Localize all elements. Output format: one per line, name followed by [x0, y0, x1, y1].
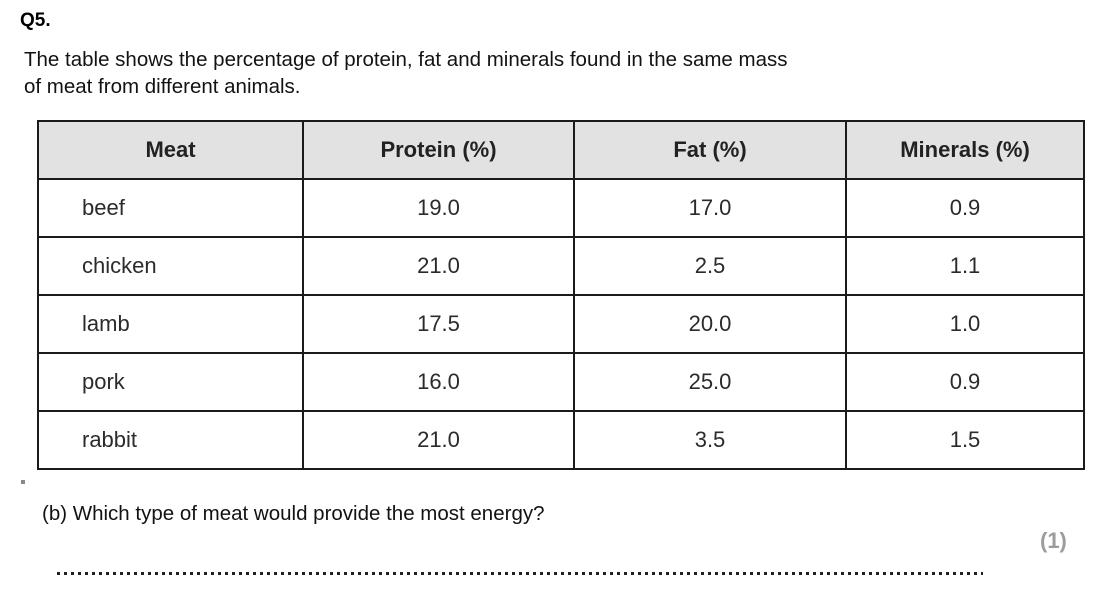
cell-protein: 21.0: [302, 236, 575, 296]
table-row: rabbit 21.0 3.5 1.5: [37, 410, 1085, 470]
cell-minerals: 0.9: [845, 178, 1085, 238]
cell-fat: 2.5: [573, 236, 847, 296]
marks-badge: (1): [1040, 528, 1067, 553]
cell-minerals: 0.9: [845, 352, 1085, 412]
header-minerals: Minerals (%): [845, 120, 1085, 180]
table-row: beef 19.0 17.0 0.9: [37, 178, 1085, 238]
header-protein: Protein (%): [302, 120, 575, 180]
cell-meat: lamb: [37, 294, 304, 354]
dotted-answer-line: [57, 572, 983, 575]
intro-line-1: The table shows the percentage of protei…: [24, 48, 788, 71]
cell-meat: rabbit: [37, 410, 304, 470]
cell-protein: 16.0: [302, 352, 575, 412]
meat-nutrition-table: Meat Protein (%) Fat (%) Minerals (%) be…: [37, 120, 1085, 470]
intro-line-2: of meat from different animals.: [24, 75, 301, 98]
table-header-row: Meat Protein (%) Fat (%) Minerals (%): [37, 120, 1085, 180]
scan-artifact-dot: [21, 480, 25, 484]
header-meat: Meat: [37, 120, 304, 180]
table-row: pork 16.0 25.0 0.9: [37, 352, 1085, 412]
cell-minerals: 1.5: [845, 410, 1085, 470]
sub-question-b-text: (b) Which type of meat would provide the…: [42, 502, 545, 525]
cell-protein: 21.0: [302, 410, 575, 470]
cell-fat: 20.0: [573, 294, 847, 354]
cell-fat: 17.0: [573, 178, 847, 238]
question-number: Q5.: [20, 10, 51, 31]
question-intro-text: The table shows the percentage of protei…: [24, 46, 788, 100]
cell-minerals: 1.0: [845, 294, 1085, 354]
cell-fat: 3.5: [573, 410, 847, 470]
cell-meat: beef: [37, 178, 304, 238]
table-row: lamb 17.5 20.0 1.0: [37, 294, 1085, 354]
cell-fat: 25.0: [573, 352, 847, 412]
cell-meat: pork: [37, 352, 304, 412]
header-fat: Fat (%): [573, 120, 847, 180]
table-row: chicken 21.0 2.5 1.1: [37, 236, 1085, 296]
cell-protein: 19.0: [302, 178, 575, 238]
cell-meat: chicken: [37, 236, 304, 296]
cell-minerals: 1.1: [845, 236, 1085, 296]
cell-protein: 17.5: [302, 294, 575, 354]
